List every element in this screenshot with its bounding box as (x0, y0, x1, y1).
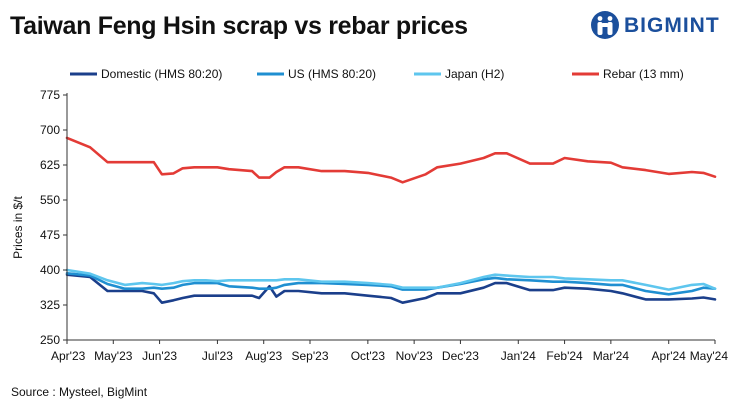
series-line-1 (65, 271, 717, 296)
legend-label-3: Rebar (13 mm) (603, 67, 684, 81)
series-line-0 (65, 273, 717, 305)
y-tick-label: 475 (40, 228, 60, 242)
x-tick-label: Nov'23 (396, 349, 433, 363)
series-line-3 (65, 136, 717, 184)
axes: 250 325 400 475 550 625 700 775 Apr'23 May'23 Jun'… (11, 88, 728, 363)
bigmint-logo: BIGMINT (590, 10, 730, 42)
x-tick-label: Jun'23 (142, 349, 177, 363)
x-tick-label: Apr'24 (652, 349, 687, 363)
legend-label-2: Japan (H2) (445, 67, 504, 81)
x-tick-label: Apr'23 (51, 349, 86, 363)
brand-name: BIGMINT (624, 14, 720, 37)
x-tick-label: May'24 (690, 349, 729, 363)
x-tick-label: Mar'24 (593, 349, 630, 363)
x-tick-label: Jan'24 (501, 349, 536, 363)
y-axis-label: Prices in $/t (11, 195, 25, 258)
y-tick-label: 625 (40, 158, 60, 172)
legend: Domestic (HMS 80:20) US (HMS 80:20) Japan … (70, 67, 684, 81)
x-tick-label: Jul'23 (202, 349, 233, 363)
bigmint-logo-icon (591, 11, 619, 39)
y-tick-label: 325 (40, 298, 60, 312)
y-tick-label: 550 (40, 193, 60, 207)
y-tick-label: 400 (40, 263, 60, 277)
series-line-2 (65, 268, 717, 291)
chart-title: Taiwan Feng Hsin scrap vs rebar prices (10, 12, 468, 40)
legend-label-1: US (HMS 80:20) (288, 67, 376, 81)
series-layer (65, 136, 717, 305)
y-tick-label: 250 (40, 333, 60, 347)
y-tick-label: 700 (40, 123, 60, 137)
y-tick-label: 775 (40, 88, 60, 102)
x-tick-label: Oct'23 (351, 349, 386, 363)
x-tick-label: Feb'24 (546, 349, 583, 363)
x-tick-label: May'23 (94, 349, 133, 363)
x-tick-label: Dec'23 (442, 349, 479, 363)
source-note: Source : Mysteel, BigMint (11, 385, 148, 399)
x-tick-label: Sep'23 (292, 349, 329, 363)
legend-label-0: Domestic (HMS 80:20) (101, 67, 222, 81)
x-tick-label: Aug'23 (245, 349, 282, 363)
